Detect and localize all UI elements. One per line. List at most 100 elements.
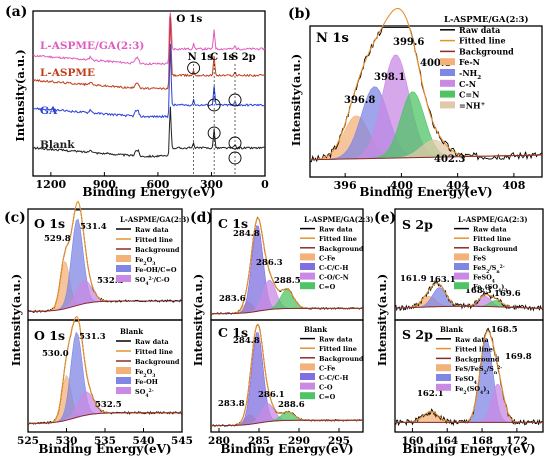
c1s-bottom-legend-label: Fitted line [319, 345, 357, 353]
c1s-top-title: C 1s [218, 216, 248, 231]
n1s-legend-label: -NH2 [459, 68, 481, 81]
survey-series-label: L-ASPME [40, 67, 95, 79]
panel-b-x-tick-label: 404 [446, 179, 469, 192]
panel-e-x-tick-label: 164 [436, 435, 458, 447]
s2p-bottom-sample: Blank [440, 325, 463, 334]
panel-e-x-tick-label: 168 [471, 435, 493, 447]
panel-d-ylabel: Intensity(a.u.) [191, 274, 205, 366]
o1s-bottom-legend-label: SO42- [135, 388, 154, 399]
panel-a-x-tick-label: 300 [200, 178, 223, 191]
panel-c-x-tick-label: 535 [94, 435, 116, 447]
survey-peak-marker [207, 98, 221, 112]
survey-peak-annotation: C 1s [210, 52, 234, 63]
c1s-bottom-legend-label: C-O [319, 384, 333, 392]
c1s-bottom-background-line [211, 419, 363, 427]
c1s-bottom-legend-swatch [300, 382, 315, 390]
s2p-bottom-peak-label: 168.5 [491, 325, 518, 335]
c1s-top-legend-swatch [300, 272, 315, 280]
c1s-bottom-legend-label: Raw data [319, 336, 353, 344]
c1s-top-legend-label: C-O/C-N [319, 274, 349, 282]
c1s-top-legend-label: Fitted line [319, 235, 357, 243]
s2p-bottom-legend-label: FeSO4 [455, 375, 477, 386]
o1s-top-legend-swatch [116, 265, 131, 272]
panel-d-label: (d) [190, 210, 213, 226]
s2p-top-legend-swatch [454, 263, 469, 270]
c1s-top-peak-label: 286.3 [256, 258, 283, 268]
n1s-background-line [309, 154, 543, 161]
n1s-legend-label: C=N [459, 90, 479, 100]
survey-peak-annotation: N 1s [188, 52, 214, 63]
n1s-peak-label: 402.3 [434, 154, 465, 165]
o1s-bottom-legend-label: Fe2O3 [135, 368, 155, 379]
s2p-top-title: S 2p [402, 217, 433, 232]
panel-a-ylabel: Intensity(a.u.) [13, 49, 27, 141]
s2p-top-legend-label: FeS [473, 254, 486, 262]
panel-c-x-tick-label: 525 [17, 435, 39, 447]
survey-series-label: Blank [40, 139, 75, 151]
s2p-top-legend-label: Raw data [473, 226, 507, 234]
o1s-bottom-legend-label: Fitted line [135, 348, 173, 356]
c1s-top-legend-swatch [300, 263, 315, 270]
panel-b-title: N 1s [316, 31, 349, 46]
c1s-bottom-legend-swatch [300, 363, 315, 371]
c1s-top-peak-label: 284.8 [233, 229, 260, 239]
c1s-bottom-peak-label: 288.6 [278, 400, 305, 410]
panel-e-label: (e) [374, 210, 396, 226]
c1s-top-legend-swatch [300, 282, 315, 290]
panel-a-label: (a) [5, 4, 27, 20]
survey-series-line [32, 43, 266, 119]
c1s-bottom-legend-label: C-Fe [319, 364, 335, 372]
panel-b-x-tick-label: 400 [390, 179, 413, 192]
panel-c-label: (c) [4, 210, 26, 226]
n1s-legend-label: C-N [459, 79, 476, 89]
s2p-top-legend-label: Fitted line [473, 235, 511, 243]
n1s-peak-label: 399.6 [393, 37, 424, 48]
s2p-top-legend-label: FeS2/Sn2- [473, 264, 505, 275]
panel-c-x-tick-label: 545 [171, 435, 193, 447]
n1s-legend-label: Raw data [459, 25, 500, 35]
s2p-bottom-legend-label: Fe2(SO4)3 [455, 385, 489, 396]
c1s-top-legend-label: Background [319, 245, 364, 253]
o1s-bottom-legend-label: Background [135, 358, 180, 366]
panel-e-bottom-frame [394, 319, 544, 433]
s2p-top-peak-label: 169.6 [494, 289, 521, 299]
s2p-bottom-legend-label: Raw data [455, 336, 489, 344]
o1s-bottom-legend-label: Raw data [135, 338, 169, 346]
o1s-bottom-peak-label: 530.0 [42, 349, 69, 359]
n1s-legend-label: Fitted line [459, 36, 506, 46]
c1s-bottom-legend-label: Background [319, 355, 364, 363]
n1s-legend-swatch [440, 79, 455, 87]
panel-d-x-tick-label: 290 [288, 435, 310, 447]
c1s-bottom-title: C 1s [218, 325, 248, 340]
n1s-legend-swatch [440, 90, 455, 98]
panel-d-bottom-frame [210, 319, 364, 433]
s2p-top-sample: L-ASPME/GA(2:3) [458, 215, 528, 224]
n1s-peak-label: 398.1 [374, 72, 405, 83]
c1s-top-legend-swatch [300, 253, 315, 261]
s2p-top-peak-label: 163.1 [429, 275, 456, 285]
s2p-bottom-legend-swatch [436, 364, 451, 372]
c1s-top-peak-label: 283.6 [219, 294, 246, 304]
c1s-bottom-peak-label: 286.1 [258, 390, 285, 400]
o1s-top-legend-label: SO42-/C-O [135, 276, 170, 287]
n1s-legend-label: Fe-N [459, 57, 480, 67]
c1s-bottom-sample: Blank [304, 325, 327, 334]
c1s-bottom-peak-label: 284.8 [233, 336, 260, 346]
o1s-top-legend-swatch [116, 255, 131, 262]
panel-d-x-tick-label: 295 [328, 435, 350, 447]
panel-b-ylabel: Intensity(a.u.) [289, 54, 303, 146]
c1s-top-legend-label: C-Fe [319, 254, 335, 262]
panel-d-xlabel: Binding Energy(eV) [220, 442, 353, 456]
panel-b-x-tick-label: 408 [502, 179, 525, 192]
n1s-legend-label: =NH+ [459, 100, 486, 110]
c1s-bottom-legend-label: C=O [319, 393, 336, 401]
panel-e-xlabel: Binding Energy(eV) [402, 442, 535, 456]
s2p-top-background-line [394, 305, 544, 309]
s2p-bottom-legend-label: Background [455, 355, 500, 363]
s2p-top-legend-label: FeSO4 [473, 274, 495, 285]
panel-b-xlabel: Binding Energy(eV) [359, 185, 492, 199]
o1s-bottom-legend-swatch [116, 367, 131, 374]
n1s-legend-swatch [440, 58, 455, 66]
s2p-bottom-peak-label: 169.8 [505, 352, 532, 362]
